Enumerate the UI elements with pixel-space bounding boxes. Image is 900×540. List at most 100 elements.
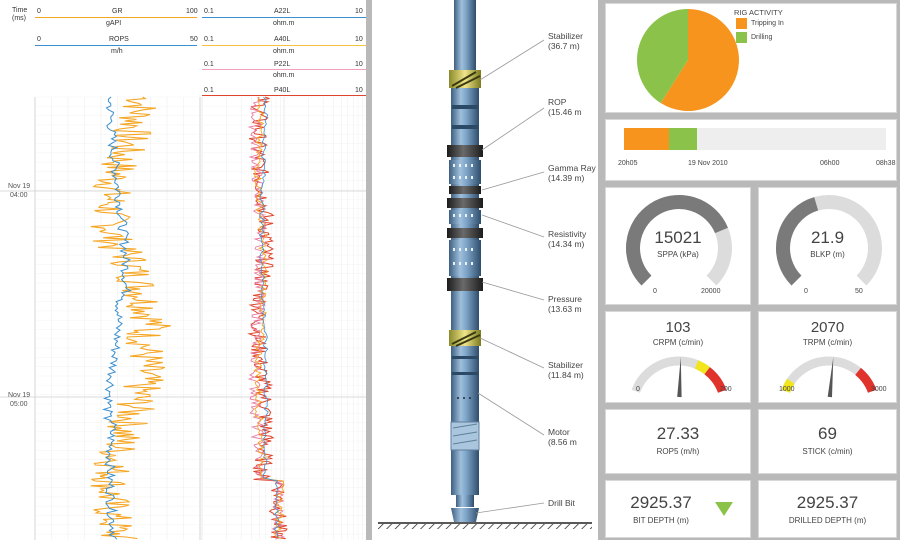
crpm-warning-zone [694, 360, 710, 375]
component-depth: (8.56 m [548, 437, 577, 447]
a40l-scale-line [202, 45, 366, 46]
a22l-name: A22L [274, 8, 291, 15]
component-depth: (15.46 m [548, 107, 582, 117]
a22l-max: 10 [355, 8, 363, 15]
component-label-motor[interactable]: Motor [548, 427, 570, 437]
drill-pipe [454, 0, 476, 75]
trpm-warning-zone [781, 378, 795, 393]
p22l-curve [247, 96, 286, 540]
sppa-gauge [626, 195, 732, 286]
pie-slice-tripping-in [660, 9, 739, 112]
bha-drawing [378, 0, 592, 529]
component-depth: (13.63 m [548, 304, 582, 314]
crpm-gauge-card[interactable]: 103 CRPM (c/min) 0 200 [605, 311, 751, 403]
crpm-value: 103 [665, 319, 691, 336]
component-label-resistivity[interactable]: Resistivity [548, 229, 587, 239]
rig-activity-card[interactable]: RIG ACTIVITY Tripping In Drilling [605, 3, 897, 113]
component-label-rop[interactable]: ROP [548, 97, 567, 107]
well-log-panel[interactable]: Time (ms) 0 GR 100 gAPI 0 ROPS 50 m/h 0.… [0, 0, 366, 540]
a22l-scale-line [202, 17, 366, 18]
sppa-gauge-fill [626, 195, 728, 286]
crpm-danger-zone [704, 367, 727, 394]
blkp-min: 0 [804, 288, 808, 295]
crpm-max: 200 [720, 386, 732, 393]
crpm-needle [677, 357, 682, 398]
component-depth: (11.84 m) [548, 370, 584, 380]
trpm-gauge-card[interactable]: 2070 TRPM (c/min) 1000 3000 [758, 311, 897, 403]
blkp-gauge-card[interactable]: 21.9 BLKP (m) 0 50 [758, 187, 897, 305]
rop-sensor [447, 145, 483, 157]
rops-min: 0 [37, 36, 41, 43]
sppa-max: 20000 [701, 288, 721, 295]
component-label-stabilizer[interactable]: Stabilizer [548, 31, 583, 41]
bha-diagram-panel[interactable]: Stabilizer (36.7 m) ROP (15.46 m Gamma R… [372, 0, 598, 540]
drilled-depth-value: 2925.37 [796, 493, 859, 512]
gr-curve [90, 96, 171, 540]
rig-activity-pie[interactable] [626, 4, 746, 113]
gr-min: 0 [37, 8, 41, 15]
timeline-track[interactable] [624, 128, 886, 150]
crpm-min: 0 [636, 386, 640, 393]
a40l-name: A40L [274, 36, 291, 43]
bit-depth-label: BIT DEPTH (m) [633, 516, 689, 525]
pie-slice-drilling [637, 9, 688, 104]
stick-card[interactable]: 69 STICK (c/min) [758, 409, 897, 474]
drilled-depth-card[interactable]: 2925.37 DRILLED DEPTH (m) [758, 480, 897, 538]
trpm-label: TRPM (c/min) [802, 338, 853, 347]
legend-label-drilling[interactable]: Drilling [751, 34, 773, 41]
log-tracks-canvas[interactable] [0, 0, 366, 540]
component-depth: (36.7 m) [548, 41, 580, 51]
rops-name: ROPS [109, 36, 129, 43]
crpm-dial [631, 356, 727, 398]
bit-depth-value: 2925.37 [630, 493, 692, 512]
crpm-label: CRPM (c/min) [652, 338, 704, 347]
trpm-needle [827, 357, 834, 398]
legend-label-tripping-in[interactable]: Tripping In [751, 20, 784, 27]
timeline-start-label: 20h05 [618, 160, 638, 167]
sppa-min: 0 [653, 288, 657, 295]
ground-hatch [378, 524, 592, 529]
blkp-value: 21.9 [810, 228, 845, 247]
a40l-max: 10 [355, 36, 363, 43]
legend-swatch-tripping-in [736, 18, 747, 29]
component-label-pressure[interactable]: Pressure [548, 294, 583, 304]
timeline-end-label: 08h38 [876, 160, 896, 167]
stick-label: STICK (c/min) [802, 447, 853, 456]
trpm-min: 1000 [779, 386, 795, 393]
rops-max: 50 [190, 36, 198, 43]
gr-max: 100 [186, 8, 198, 15]
a40l-min: 0.1 [204, 36, 214, 43]
rig-activity-title: RIG ACTIVITY [734, 8, 783, 17]
resistivity-sensor [447, 228, 483, 238]
sppa-label: SPPA (kPa) [657, 250, 699, 259]
trpm-value: 2070 [810, 319, 845, 336]
timeline-segment-tripping-in[interactable] [624, 128, 669, 150]
gr-name: GR [112, 8, 123, 15]
p22l-name: P22L [274, 61, 291, 68]
component-label-stabilizer[interactable]: Stabilizer [548, 360, 583, 370]
sppa-gauge-card[interactable]: 15021 SPPA (kPa) 0 20000 [605, 187, 751, 305]
blkp-label: BLKP (m) [810, 250, 845, 259]
timeline-date-label: 19 Nov 2010 [688, 160, 728, 167]
timeline-segment-drilling[interactable] [668, 128, 698, 150]
component-label-gamma-ray[interactable]: Gamma Ray [548, 163, 596, 173]
rops-unit: m/h [111, 48, 123, 55]
trpm-danger-zone [855, 367, 877, 394]
legend-swatch-drilling [736, 32, 747, 43]
gr-scale-line [35, 17, 197, 18]
rop5-card[interactable]: 27.33 ROP5 (m/h) [605, 409, 751, 474]
p40l-scale-line [202, 95, 366, 96]
p40l-min: 0.1 [204, 87, 214, 94]
activity-timeline-card[interactable]: 20h05 19 Nov 2010 06h00 08h38 [605, 119, 897, 181]
component-label-drill-bit[interactable]: Drill Bit [548, 498, 575, 508]
component-depth: (14.34 m) [548, 239, 585, 249]
rops-curve [101, 96, 132, 540]
bit-depth-card[interactable]: 2925.37 BIT DEPTH (m) [605, 480, 751, 538]
component-leaders [475, 39, 545, 514]
p22l-scale-line [202, 69, 366, 70]
p40l-name: P40L [274, 87, 291, 94]
p22l-max: 10 [355, 61, 363, 68]
gr-unit: gAPI [106, 20, 122, 27]
gamma-ray-sensor [449, 186, 481, 194]
trpm-dial [781, 356, 877, 398]
